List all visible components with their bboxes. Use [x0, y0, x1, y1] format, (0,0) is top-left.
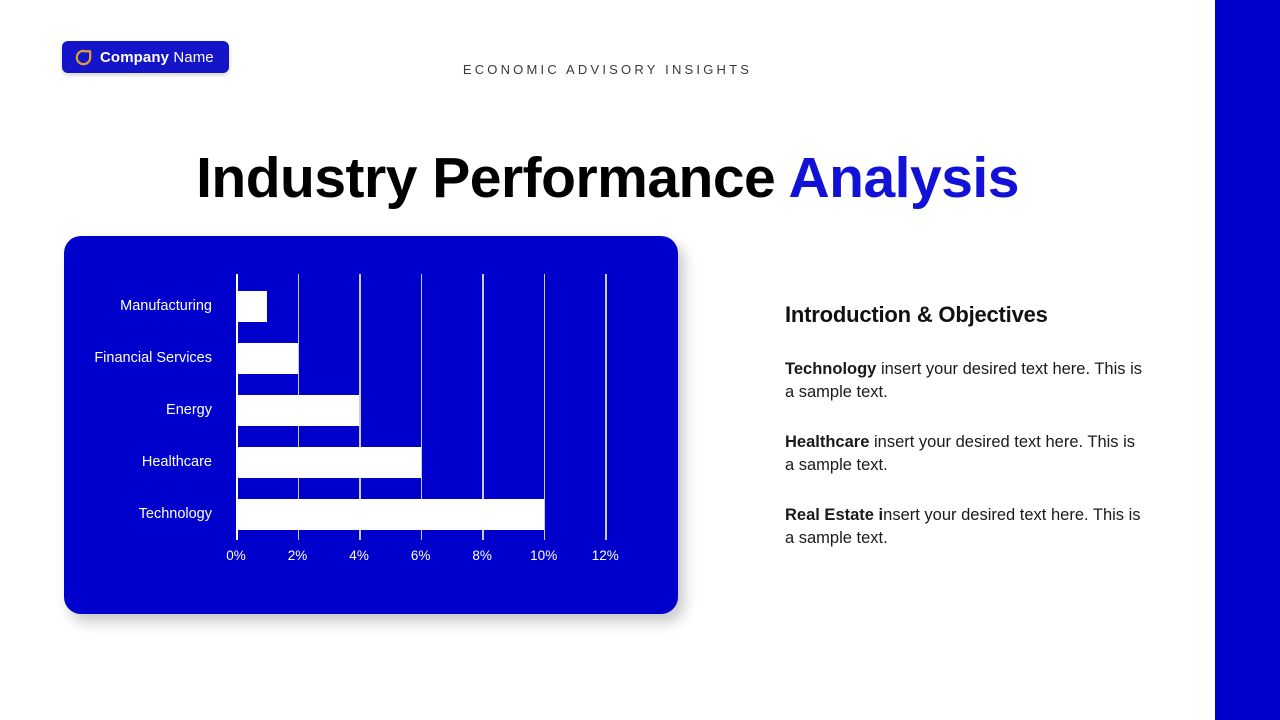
chart-bar-row — [236, 436, 636, 488]
brand-name: Company Name — [100, 49, 214, 66]
eyebrow-text: ECONOMIC ADVISORY INSIGHTS — [462, 62, 753, 77]
ring-logo-icon — [75, 49, 92, 65]
chart-x-tick-label: 8% — [472, 548, 492, 563]
chart-category-label: Healthcare — [141, 454, 212, 470]
chart-category-label: Financial Services — [94, 350, 212, 366]
chart-x-tick-label: 6% — [410, 548, 431, 563]
chart-bar — [236, 290, 267, 322]
chart-bar — [236, 498, 544, 530]
chart-x-tick-label: 4% — [349, 548, 369, 563]
chart-bar-row — [236, 488, 636, 540]
chart-gridline — [420, 274, 423, 540]
chart-gridline — [605, 274, 607, 540]
page-title-accent: Analysis — [788, 146, 1019, 211]
chart-bar-row — [236, 280, 636, 332]
chart-gridline — [482, 274, 484, 540]
chart-x-tick-label: 2% — [287, 548, 308, 563]
chart-category-labels: Manufacturing Financial Services Energy Hea… — [64, 280, 224, 540]
panel-item-list: Technology insert your desired text here… — [785, 358, 1145, 551]
content-panel: Introduction & Objectives Technology ins… — [785, 302, 1145, 551]
chart-category-label: Energy — [166, 402, 212, 418]
chart-category-label: Technology — [138, 506, 212, 522]
page-title: Industry Performance Analysis — [0, 146, 1215, 212]
panel-item: Technology insert your desired text here… — [785, 358, 1145, 405]
chart-category-label: Manufacturing — [120, 298, 212, 314]
panel-item-lead: Real Estate i — [785, 505, 884, 524]
panel-item-body: insert your desired text here. This is a… — [785, 360, 1143, 402]
chart-bar — [236, 446, 421, 478]
panel-heading: Introduction & Objectives — [785, 302, 1048, 327]
panel-item-body: nsert your desired text here. This is a … — [785, 505, 1141, 548]
chart-gridline — [543, 274, 546, 540]
right-accent-band — [1215, 0, 1280, 720]
panel-item: Healthcare insert your desired text here… — [785, 431, 1145, 478]
chart-bar-row — [236, 332, 636, 384]
panel-item: Real Estate insert your desired text her… — [785, 504, 1145, 551]
page-title-main: Industry Performance — [196, 146, 789, 211]
panel-item-lead: Healthcare — [785, 432, 870, 451]
brand-name-light: Name — [169, 48, 214, 66]
chart-bar-row — [236, 384, 636, 436]
panel-item-body: insert your desired text here. This is a… — [785, 432, 1136, 475]
chart-gridline — [359, 274, 361, 540]
bar-chart: Manufacturing Financial Services Energy Hea… — [64, 236, 678, 614]
brand-badge[interactable]: Company Name — [62, 41, 229, 73]
chart-x-axis-ticks: 0% 2% 4% 6% 8% 10% 12% — [226, 548, 636, 570]
chart-bars — [236, 280, 636, 540]
chart-x-tick-label: 12% — [591, 548, 619, 563]
chart-plot-area — [236, 274, 636, 540]
chart-bar — [236, 394, 360, 426]
chart-x-tick-label: 0% — [226, 548, 246, 563]
brand-name-strong: Company — [100, 48, 170, 66]
chart-bar — [236, 342, 298, 374]
chart-card: Manufacturing Financial Services Energy Hea… — [64, 236, 678, 614]
panel-item-lead: Technology — [785, 360, 877, 378]
chart-x-tick-label: 10% — [530, 548, 558, 563]
